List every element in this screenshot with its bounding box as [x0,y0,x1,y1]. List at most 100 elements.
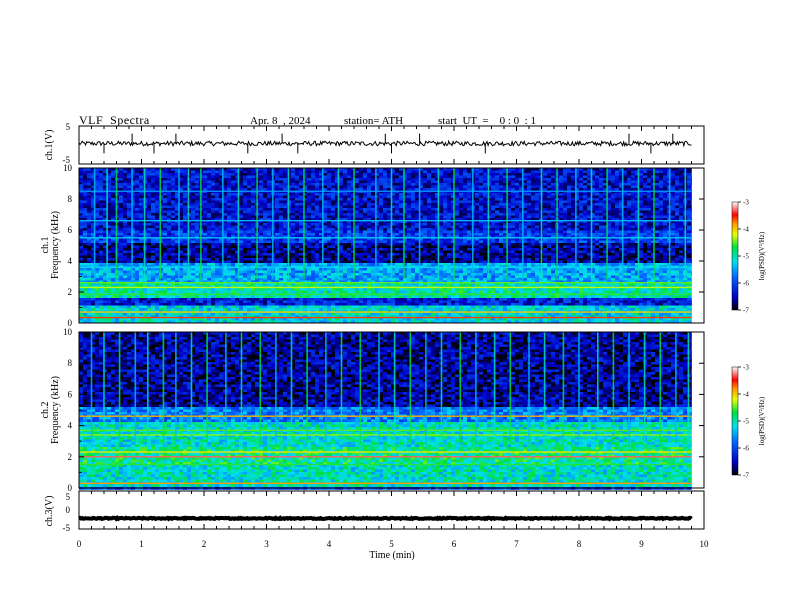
spectrogram-cell [235,208,240,211]
spectrogram-cell [435,235,440,239]
spectrogram-cell [99,205,104,209]
spectrogram-cell [491,228,496,231]
spectrogram-cell [615,230,620,234]
spectrogram-cell [319,170,324,174]
spectrogram-cell [151,168,156,171]
spectrogram-cell [339,185,344,189]
spectrogram-cell [691,185,692,189]
spectrogram-cell [247,168,252,171]
spectrogram-cell [647,188,652,191]
spectrogram-cell [483,220,488,224]
spectrogram-cell [359,223,364,226]
spectrogram-cell [399,173,404,176]
spectrogram-cell [363,213,368,216]
spectrogram-cell [407,225,412,229]
spectrogram-cell [575,233,580,236]
spectrogram-cell [511,198,516,201]
spectrogram-cell [383,215,388,219]
spectrogram-cell [239,185,244,189]
spectrogram-cell [531,168,536,171]
spectrogram-cell [507,200,512,204]
spectrogram-cell [591,208,596,211]
spectrogram-cell [623,185,628,189]
spectrogram-cell [167,235,172,239]
spectrogram-cell [423,213,428,216]
spectrogram-cell [483,245,488,249]
spectrogram-cell [311,238,316,241]
spectrogram-cell [523,233,528,236]
spectrogram-cell [299,223,304,226]
spectrogram-cell [371,245,376,249]
spectrogram-cell [283,203,288,206]
spectrogram-cell [607,228,612,231]
spectrogram-cell [419,175,424,179]
spectrogram-cell [575,205,580,209]
spectrogram-cell [191,228,196,231]
spectrogram-cell [343,243,348,246]
spectrogram-cell [623,208,628,211]
spectrogram-cell [135,228,140,231]
spectrogram-cell [207,178,212,181]
spectrogram-cell [511,205,516,209]
spectrogram-cell [155,200,160,204]
spectrogram-cell [671,178,676,181]
spectrogram-cell [655,215,660,219]
spectrogram-cell [331,175,336,179]
spectrogram-cell [595,230,600,234]
spectrogram-cell [291,195,296,199]
spectrogram-cell [347,185,352,189]
spectrogram-cell [395,178,400,181]
spectrogram-cell [263,168,268,171]
spectrogram-cell [375,185,380,189]
spectrogram-cell [343,218,348,221]
spectrogram-cell [491,210,496,214]
spectrogram-cell [203,180,208,184]
spectrogram-cell [515,205,520,209]
spectrogram-cell [483,180,488,184]
spectrogram-cell [239,195,244,199]
spectrogram-cell [339,208,344,211]
spectrogram-cell [443,228,448,231]
spectrogram-cell [227,218,232,221]
spectrogram-cell [563,243,568,246]
spectrogram-cell [523,243,528,246]
spectrogram-cell [583,228,588,231]
spectrogram-cell [291,198,296,201]
spectrogram-cell [135,243,140,246]
spectrogram-cell [239,188,244,191]
spectrogram-cell [175,175,180,179]
spectrogram-cell [419,230,424,234]
spectrogram-cell [531,170,536,174]
spectrogram-cell [415,243,420,246]
spectrogram-cell [575,188,580,191]
spectrogram-cell [419,223,424,226]
spectrogram-cell [439,210,444,214]
spectrogram-cell [439,170,444,174]
spectrogram-cell [447,180,452,184]
spectrogram-cell [139,218,144,221]
spectrogram-cell [607,198,612,201]
spectrogram-cell [659,173,664,176]
spectrogram-cell [679,218,684,221]
spectrogram-cell [147,195,152,199]
spectrogram-cell [363,245,368,249]
spectrogram-cell [163,213,168,216]
spectrogram-cell [247,198,252,201]
spectrogram-cell [611,213,616,216]
spectrogram-cell [275,235,280,239]
spectrogram-cell [303,180,308,184]
spectrogram-cell [591,223,596,226]
spectrogram-cell [247,230,252,234]
spectrogram-cell [579,208,584,211]
spectrogram-cell [307,245,312,249]
spectrogram-cell [675,228,680,231]
spectrogram-cell [503,180,508,184]
spectrogram-cell [283,245,288,249]
spectrogram-cell [579,240,584,244]
spectrogram-cell [351,188,356,191]
spectrogram-cell [435,238,440,241]
spectrogram-cell [543,188,548,191]
spectrogram-cell [631,215,636,219]
spectrogram-cell [347,220,352,224]
spectrogram-cell [411,235,416,239]
